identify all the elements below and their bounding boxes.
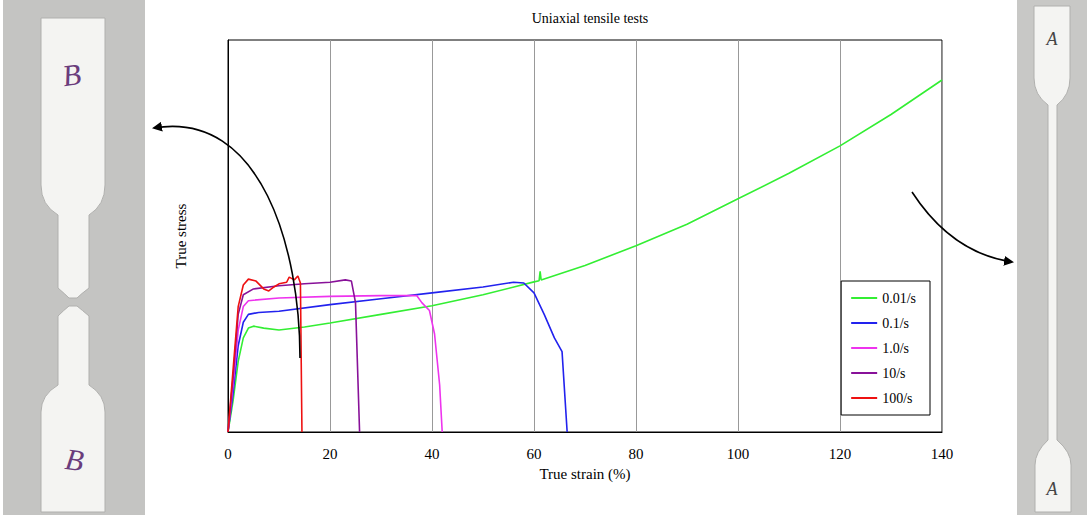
svg-text:True stress: True stress (173, 203, 189, 268)
svg-text:40: 40 (425, 446, 440, 462)
svg-text:0: 0 (224, 446, 232, 462)
svg-text:1.0/s: 1.0/s (882, 341, 909, 356)
svg-text:B: B (63, 442, 86, 477)
svg-text:B: B (60, 57, 83, 92)
svg-text:100: 100 (727, 446, 750, 462)
svg-text:100/s: 100/s (882, 391, 912, 406)
svg-text:0.1/s: 0.1/s (882, 316, 909, 331)
svg-text:0.01/s: 0.01/s (882, 291, 916, 306)
svg-text:True strain (%): True strain (%) (539, 466, 630, 483)
svg-text:A: A (1046, 479, 1059, 499)
svg-text:80: 80 (629, 446, 644, 462)
svg-text:140: 140 (931, 446, 954, 462)
svg-text:120: 120 (829, 446, 852, 462)
svg-text:20: 20 (323, 446, 338, 462)
svg-text:A: A (1046, 29, 1059, 49)
svg-text:10/s: 10/s (882, 366, 905, 381)
svg-text:Uniaxial tensile tests: Uniaxial tensile tests (532, 11, 649, 26)
svg-text:60: 60 (527, 446, 542, 462)
